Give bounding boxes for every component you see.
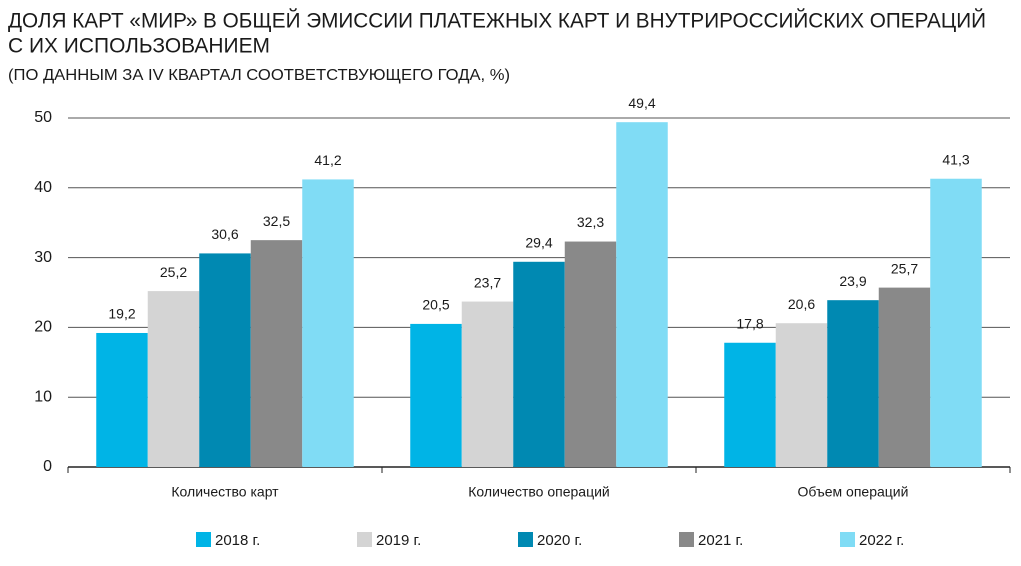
value-label: 41,3: [942, 151, 969, 167]
value-label: 49,4: [628, 95, 655, 111]
legend-label: 2018 г.: [215, 532, 260, 549]
value-label: 32,5: [263, 213, 290, 229]
value-label: 17,8: [736, 315, 763, 331]
x-tick-label: Количество операций: [468, 484, 609, 500]
y-tick-label: 20: [34, 319, 52, 336]
legend-swatch: [357, 532, 372, 547]
value-label: 32,3: [577, 214, 604, 230]
value-label: 25,7: [891, 260, 918, 276]
legend-label: 2021 г.: [698, 532, 743, 549]
legend-swatch: [840, 532, 855, 547]
bar: [724, 342, 776, 467]
bar: [827, 300, 879, 467]
bar: [930, 178, 982, 467]
chart-title: С ИХ ИСПОЛЬЗОВАНИЕМ: [8, 35, 270, 58]
legend-swatch: [518, 532, 533, 547]
chart-subtitle: (ПО ДАННЫМ ЗА IV КВАРТАЛ СООТВЕТСТВУЮЩЕГ…: [8, 67, 510, 84]
bar: [199, 253, 251, 467]
value-label: 20,6: [788, 296, 815, 312]
x-tick-label: Объем операций: [798, 484, 909, 500]
value-label: 19,2: [108, 306, 135, 322]
value-label: 25,2: [160, 264, 187, 280]
bar: [775, 323, 828, 467]
y-tick-label: 40: [34, 179, 52, 196]
bar: [878, 287, 931, 467]
legend-label: 2019 г.: [376, 532, 421, 549]
bar: [250, 240, 303, 467]
y-tick-label: 50: [34, 109, 52, 126]
bar: [147, 291, 200, 467]
value-label: 20,5: [422, 297, 449, 313]
x-tick-label: Количество карт: [171, 484, 279, 500]
bar: [513, 261, 565, 467]
y-tick-label: 0: [43, 458, 52, 475]
legend-label: 2022 г.: [859, 532, 904, 549]
bar: [461, 301, 514, 467]
bar: [616, 122, 668, 468]
value-label: 23,9: [839, 273, 866, 289]
bar: [96, 332, 148, 467]
y-tick-label: 30: [34, 249, 52, 266]
bar: [302, 179, 354, 467]
y-tick-label: 10: [34, 388, 52, 405]
value-label: 30,6: [211, 226, 238, 242]
legend-swatch: [679, 532, 694, 547]
chart-title: ДОЛЯ КАРТ «МИР» В ОБЩЕЙ ЭМИССИИ ПЛАТЕЖНЫ…: [8, 9, 986, 33]
bar: [564, 241, 617, 467]
value-label: 23,7: [474, 274, 501, 290]
bar: [410, 323, 462, 467]
legend-label: 2020 г.: [537, 532, 582, 549]
legend-swatch: [196, 532, 211, 547]
value-label: 41,2: [314, 152, 341, 168]
value-label: 29,4: [525, 234, 552, 250]
